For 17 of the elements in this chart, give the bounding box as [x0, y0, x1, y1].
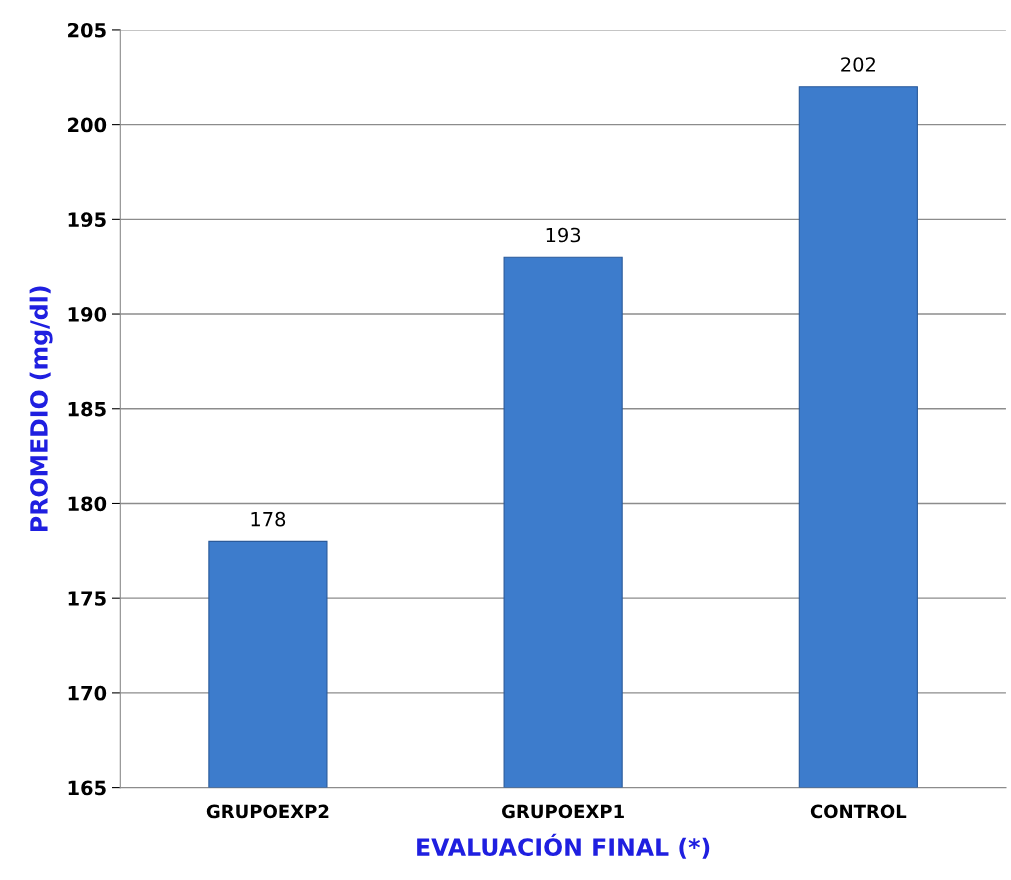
- y-tick-label: 190: [68, 307, 107, 322]
- x-tick-label: GRUPOEXP2: [206, 804, 329, 819]
- y-tick-label: 180: [68, 496, 107, 512]
- data-label: 202: [841, 57, 875, 72]
- y-axis-title: PROMEDIO (mg/dl): [29, 286, 53, 531]
- x-tick-label: GRUPOEXP1: [502, 804, 624, 819]
- y-tick-label: 185: [68, 401, 106, 417]
- y-tick-label: 165: [68, 780, 106, 796]
- data-label: 178: [251, 511, 286, 527]
- y-tick-label: 195: [68, 212, 106, 227]
- y-tick-label: 205: [68, 22, 106, 38]
- y-tick-label: 175: [68, 591, 106, 606]
- y-tick-label: 200: [68, 117, 107, 133]
- data-label: 193: [546, 227, 581, 243]
- y-tick-label: 170: [68, 685, 107, 701]
- x-axis-title: EVALUACIÓN FINAL (*): [417, 833, 710, 859]
- x-tick-label: CONTROL: [810, 804, 907, 819]
